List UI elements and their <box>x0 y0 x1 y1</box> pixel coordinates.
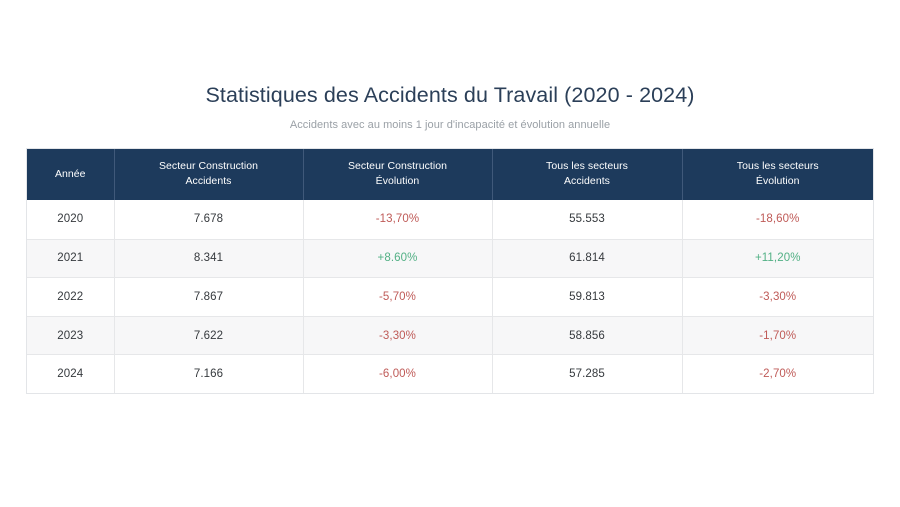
statistics-table-container: Année Secteur Construction Accidents Sec… <box>27 149 873 394</box>
column-header-construction-evolution: Secteur Construction Évolution <box>303 149 493 201</box>
cell-tous-accidents: 61.814 <box>492 239 683 279</box>
cell-annee: 2021 <box>27 239 115 279</box>
column-header-construction-accidents: Secteur Construction Accidents <box>114 149 304 201</box>
page-subtitle: Accidents avec au moins 1 jour d'incapac… <box>289 118 611 131</box>
cell-tous-accidents: 57.285 <box>492 354 683 394</box>
cell-tous-accidents: 58.856 <box>492 316 683 356</box>
column-header-tous-evolution-line1: Tous les secteurs <box>736 160 819 172</box>
statistics-table: Année Secteur Construction Accidents Sec… <box>27 149 873 394</box>
cell-annee: 2023 <box>27 316 115 356</box>
cell-tous-evolution: -3,30% <box>682 277 873 317</box>
column-header-annee-line1: Année <box>54 167 86 180</box>
table-row: 2021 8.341 +8.60% 61.814 +11,20% <box>27 239 873 279</box>
cell-construction-evolution: -13,70% <box>303 200 493 240</box>
table-row: 2022 7.867 -5,70% 59.813 -3,30% <box>27 277 873 317</box>
table-row: 2023 7.622 -3,30% 58.856 -1,70% <box>27 316 873 356</box>
column-header-construction-evolution-line1: Secteur Construction <box>347 160 448 172</box>
table-header: Année Secteur Construction Accidents Sec… <box>27 149 873 201</box>
cell-construction-evolution: -6,00% <box>303 354 493 394</box>
column-header-tous-accidents-line1: Tous les secteurs <box>546 160 628 172</box>
cell-construction-accidents: 7.867 <box>114 277 304 317</box>
cell-construction-accidents: 8.341 <box>114 239 304 279</box>
column-header-tous-accidents: Tous les secteurs Accidents <box>492 149 683 201</box>
cell-construction-accidents: 7.166 <box>114 354 304 394</box>
cell-annee: 2024 <box>27 354 115 394</box>
cell-construction-accidents: 7.678 <box>114 200 304 240</box>
heading-block: Statistiques des Accidents du Travail (2… <box>0 82 900 132</box>
cell-tous-evolution: -2,70% <box>682 354 873 394</box>
cell-annee: 2020 <box>27 200 115 240</box>
cell-tous-accidents: 59.813 <box>492 277 683 317</box>
cell-tous-accidents: 55.553 <box>492 200 683 240</box>
cell-construction-evolution: -3,30% <box>303 316 493 356</box>
cell-construction-accidents: 7.622 <box>114 316 304 356</box>
table-row: 2020 7.678 -13,70% 55.553 -18,60% <box>27 200 873 240</box>
column-header-construction-accidents-line1: Secteur Construction <box>158 160 259 172</box>
column-header-construction-evolution-line2: Évolution <box>375 175 420 188</box>
column-header-tous-evolution-line2: Évolution <box>755 175 800 188</box>
column-header-tous-evolution: Tous les secteurs Évolution <box>682 149 873 201</box>
table-body: 2020 7.678 -13,70% 55.553 -18,60% 2021 8… <box>27 200 873 394</box>
cell-annee: 2022 <box>27 277 115 317</box>
column-header-annee: Année <box>27 149 115 201</box>
cell-construction-evolution: +8.60% <box>303 239 493 279</box>
column-header-construction-accidents-line2: Accidents <box>185 175 232 188</box>
table-header-row: Année Secteur Construction Accidents Sec… <box>27 149 873 201</box>
column-header-tous-accidents-line2: Accidents <box>564 175 610 188</box>
table-row: 2024 7.166 -6,00% 57.285 -2,70% <box>27 354 873 394</box>
cell-tous-evolution: +11,20% <box>682 239 873 279</box>
page-title: Statistiques des Accidents du Travail (2… <box>205 83 695 107</box>
cell-tous-evolution: -1,70% <box>682 316 873 356</box>
cell-construction-evolution: -5,70% <box>303 277 493 317</box>
cell-tous-evolution: -18,60% <box>682 200 873 240</box>
